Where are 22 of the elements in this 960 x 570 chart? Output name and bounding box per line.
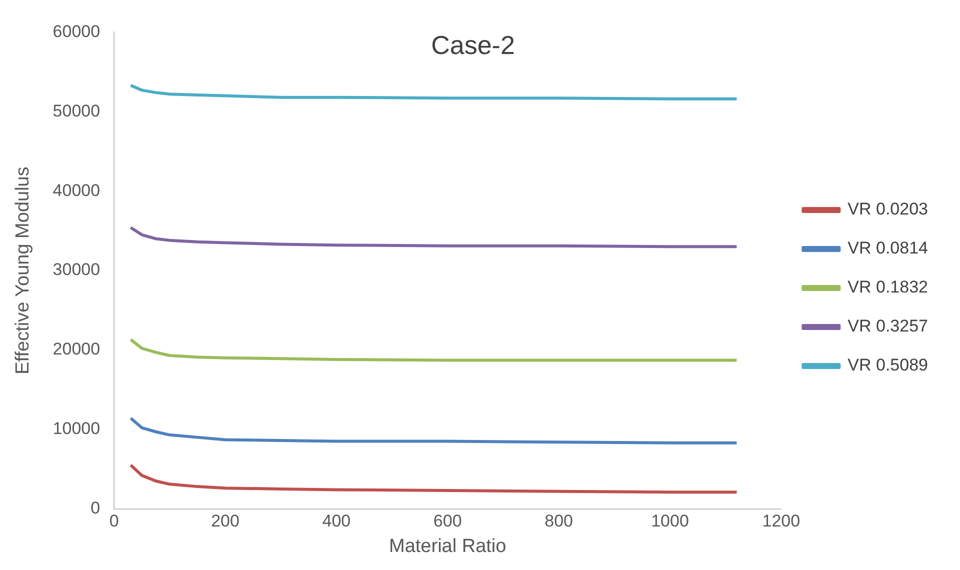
x-tick-label: 200 [211, 512, 240, 531]
legend-label: VR 0.0814 [848, 238, 928, 258]
y-tick-label: 30000 [52, 260, 100, 280]
y-axis-title: Effective Young Modulus [12, 166, 34, 374]
y-tick-label: 20000 [52, 340, 100, 359]
y-tick-label: 50000 [52, 101, 100, 120]
x-tick-label: 600 [433, 512, 462, 531]
x-tick-label: 400 [322, 512, 351, 531]
chart-title: Case-2 [431, 30, 515, 60]
legend-label: VR 0.5089 [848, 356, 928, 375]
y-tick-label: 40000 [52, 180, 100, 200]
x-tick-label: 1000 [651, 512, 689, 531]
x-tick-label: 800 [544, 512, 573, 531]
x-axis-title: Material Ratio [389, 536, 506, 557]
legend-label: VR 0.1832 [848, 278, 928, 297]
y-tick-label: 0 [90, 498, 100, 518]
legend-label: VR 0.0203 [848, 200, 928, 219]
legend-label: VR 0.3257 [848, 316, 928, 336]
y-tick-label: 10000 [52, 419, 100, 438]
x-tick-label: 1200 [762, 512, 800, 531]
x-tick-label: 0 [109, 512, 119, 531]
y-tick-label: 60000 [52, 22, 100, 41]
